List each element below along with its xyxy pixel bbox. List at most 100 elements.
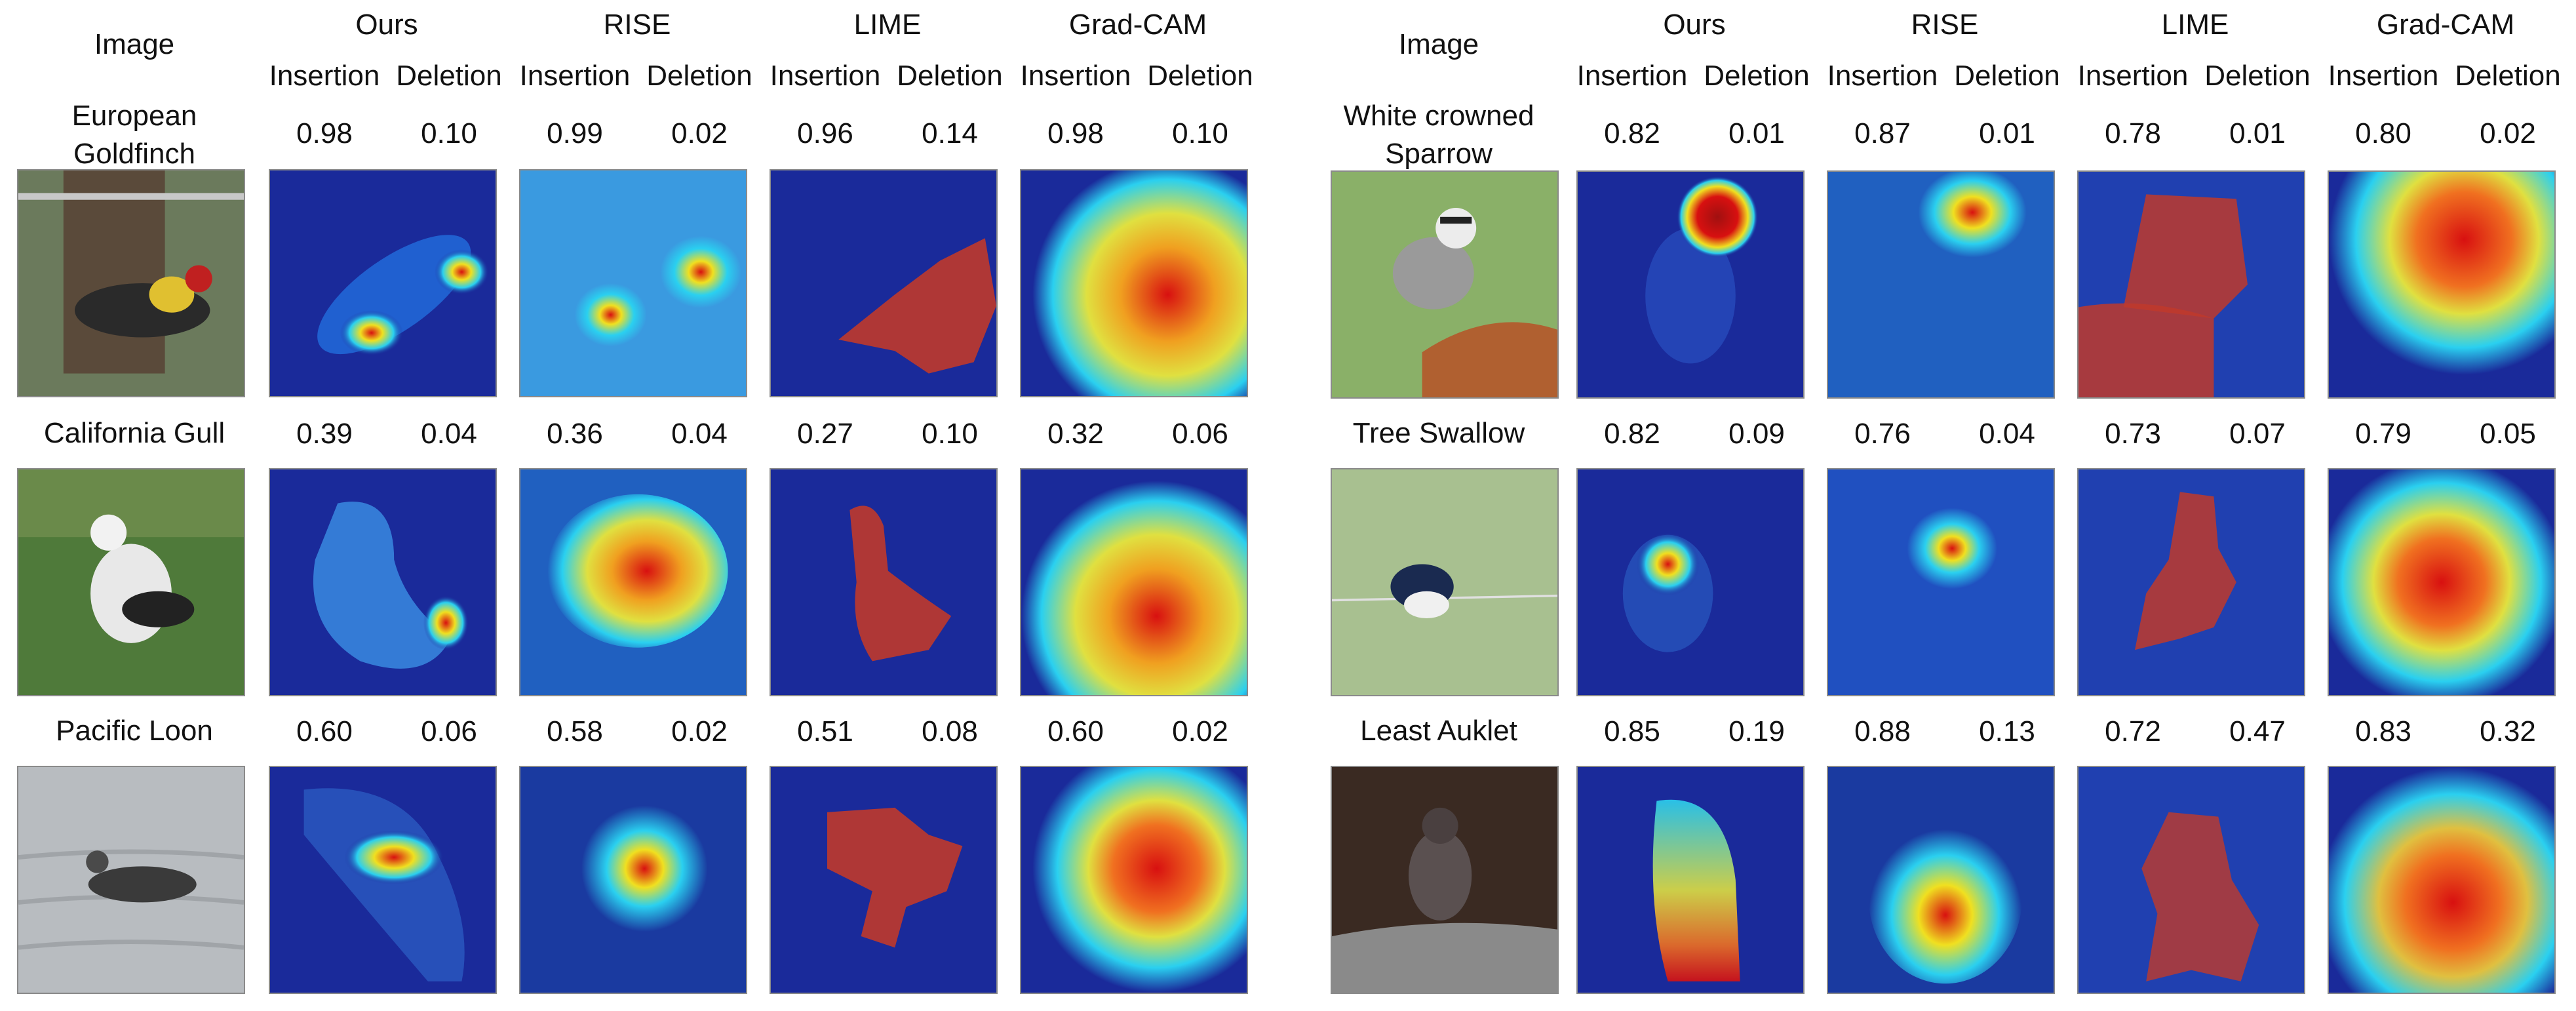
score-deletion: 0.08 — [922, 715, 978, 747]
bird-photo — [1331, 766, 1559, 994]
score-insertion: 0.82 — [1604, 117, 1660, 149]
bird-photo — [1331, 468, 1559, 696]
score-insertion: 0.87 — [1854, 117, 1911, 149]
score-insertion: 0.83 — [2355, 715, 2411, 747]
header-method-gradcam: Grad-CAM — [2376, 9, 2515, 41]
subheader-deletion: Deletion — [396, 60, 502, 92]
score-insertion: 0.80 — [2355, 117, 2411, 149]
header-image: Image — [1398, 28, 1479, 60]
saliency-map-gradcam — [1020, 766, 1248, 994]
score-deletion: 0.04 — [1979, 418, 2035, 450]
score-insertion: 0.85 — [1604, 715, 1660, 747]
score-deletion: 0.10 — [922, 418, 978, 450]
score-deletion: 0.01 — [1728, 117, 1785, 149]
subheader-insertion: Insertion — [1827, 60, 1938, 92]
subheader-deletion: Deletion — [897, 60, 1003, 92]
score-insertion: 0.51 — [797, 715, 853, 747]
saliency-map-lime — [2077, 170, 2305, 399]
score-insertion: 0.72 — [2105, 715, 2161, 747]
subheader-deletion: Deletion — [1954, 60, 2060, 92]
species-label: Tree Swallow — [1352, 417, 1525, 449]
saliency-map-rise — [1827, 766, 2055, 994]
saliency-map-ours — [1576, 170, 1805, 399]
subheader-insertion: Insertion — [2077, 60, 2189, 92]
score-deletion: 0.19 — [1728, 715, 1785, 747]
score-insertion: 0.32 — [1047, 418, 1104, 450]
bird-photo — [1331, 170, 1559, 399]
saliency-map-ours — [269, 766, 497, 994]
score-deletion: 0.32 — [2480, 715, 2536, 747]
score-deletion: 0.10 — [421, 117, 477, 149]
subheader-deletion: Deletion — [2204, 60, 2311, 92]
species-label: Pacific Loon — [56, 715, 213, 747]
saliency-map-gradcam — [2328, 170, 2556, 399]
bird-photo — [17, 766, 245, 994]
score-deletion: 0.07 — [2229, 418, 2286, 450]
score-insertion: 0.76 — [1854, 418, 1911, 450]
score-insertion: 0.98 — [296, 117, 353, 149]
score-deletion: 0.13 — [1979, 715, 2035, 747]
header-method-rise: RISE — [1911, 9, 1979, 41]
score-deletion: 0.02 — [671, 715, 728, 747]
score-deletion: 0.02 — [671, 117, 728, 149]
score-insertion: 0.98 — [1047, 117, 1104, 149]
score-insertion: 0.88 — [1854, 715, 1911, 747]
score-insertion: 0.27 — [797, 418, 853, 450]
score-insertion: 0.60 — [296, 715, 353, 747]
score-deletion: 0.02 — [1172, 715, 1228, 747]
header-image: Image — [94, 28, 175, 60]
results-panel-right: Image Ours RISE LIME Grad-CAM Insertion … — [1308, 0, 2576, 1011]
score-insertion: 0.82 — [1604, 418, 1660, 450]
saliency-map-gradcam — [2328, 766, 2556, 994]
species-label: European Goldfinch — [71, 100, 197, 170]
score-insertion: 0.36 — [547, 418, 603, 450]
saliency-map-rise — [519, 468, 747, 696]
score-deletion: 0.04 — [421, 418, 477, 450]
saliency-map-lime — [770, 468, 998, 696]
saliency-map-rise — [519, 766, 747, 994]
saliency-map-lime — [770, 766, 998, 994]
saliency-map-lime — [770, 169, 998, 397]
score-deletion: 0.05 — [2480, 418, 2536, 450]
subheader-insertion: Insertion — [519, 60, 631, 92]
saliency-map-lime — [2077, 468, 2305, 696]
score-insertion: 0.73 — [2105, 418, 2161, 450]
score-deletion: 0.01 — [1979, 117, 2035, 149]
subheader-insertion: Insertion — [269, 60, 380, 92]
score-insertion: 0.96 — [797, 117, 853, 149]
saliency-map-gradcam — [2328, 468, 2556, 696]
score-insertion: 0.79 — [2355, 418, 2411, 450]
subheader-deletion: Deletion — [646, 60, 752, 92]
saliency-map-gradcam — [1020, 169, 1248, 397]
score-deletion: 0.01 — [2229, 117, 2286, 149]
score-deletion: 0.06 — [1172, 418, 1228, 450]
subheader-insertion: Insertion — [1020, 60, 1131, 92]
saliency-map-gradcam — [1020, 468, 1248, 696]
subheader-deletion: Deletion — [1147, 60, 1253, 92]
header-method-rise: RISE — [603, 9, 671, 41]
subheader-insertion: Insertion — [2328, 60, 2439, 92]
header-method-lime: LIME — [853, 9, 922, 41]
score-insertion: 0.58 — [547, 715, 603, 747]
score-deletion: 0.02 — [2480, 117, 2536, 149]
saliency-map-rise — [1827, 170, 2055, 399]
header-method-gradcam: Grad-CAM — [1068, 9, 1207, 41]
score-deletion: 0.06 — [421, 715, 477, 747]
score-insertion: 0.99 — [547, 117, 603, 149]
species-label: White crowned Sparrow — [1343, 100, 1534, 170]
score-deletion: 0.47 — [2229, 715, 2286, 747]
saliency-map-ours — [269, 169, 497, 397]
saliency-map-rise — [519, 169, 747, 397]
score-deletion: 0.09 — [1728, 418, 1785, 450]
score-deletion: 0.14 — [922, 117, 978, 149]
saliency-map-ours — [1576, 766, 1805, 994]
bird-photo — [17, 468, 245, 696]
score-insertion: 0.78 — [2105, 117, 2161, 149]
subheader-insertion: Insertion — [1576, 60, 1688, 92]
species-label: Least Auklet — [1360, 715, 1517, 747]
header-method-ours: Ours — [1663, 9, 1726, 41]
header-method-lime: LIME — [2161, 9, 2229, 41]
score-insertion: 0.39 — [296, 418, 353, 450]
score-deletion: 0.04 — [671, 418, 728, 450]
results-panel-left: Image Ours RISE LIME Grad-CAM Insertion … — [0, 0, 1278, 1011]
